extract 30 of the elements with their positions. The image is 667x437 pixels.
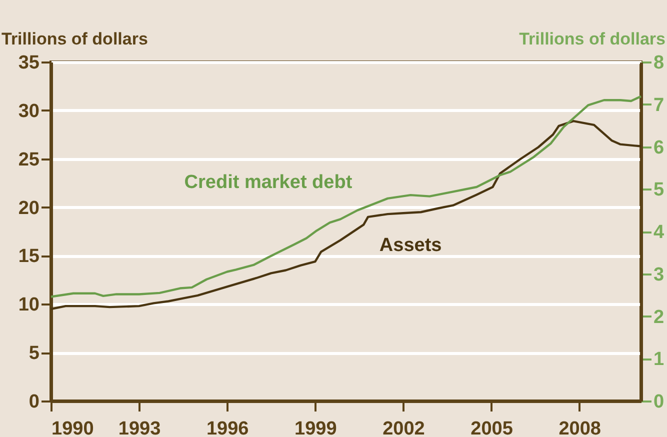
y2-tick-label: 6 [654, 137, 664, 158]
y-tick-label: 10 [18, 294, 40, 316]
series-label: Credit market debt [184, 172, 353, 193]
y-tick-label: 15 [18, 246, 40, 268]
line-series [50, 95, 642, 298]
y2-tick-label: 0 [654, 392, 664, 412]
y-tick-label: 0 [28, 392, 40, 412]
y2-tick-label: 2 [654, 306, 664, 328]
x-tick-label: 2002 [382, 418, 425, 437]
line-series [50, 120, 642, 310]
series-label: Assets [379, 235, 442, 256]
x-tick-label: 1996 [206, 418, 249, 437]
y-tick-label: 20 [18, 198, 40, 219]
y2-tick-label: 4 [654, 222, 664, 243]
y-tick-label: 30 [18, 100, 40, 122]
y-tick-label: 35 [18, 52, 40, 74]
y2-tick-label: 1 [654, 349, 664, 370]
y2-tick-label: 7 [654, 94, 664, 116]
y2-tick-label: 5 [654, 180, 664, 201]
x-tick-label: 1999 [294, 418, 337, 437]
x-tick-label: 2005 [470, 418, 514, 437]
y2-tick-label: 8 [654, 52, 664, 74]
y-tick-label: 25 [18, 149, 40, 170]
x-tick-label: 2008 [558, 418, 601, 437]
y2-axis-title: Trillions of dollars [519, 30, 666, 48]
x-tick-label: 1990 [52, 418, 94, 437]
y-tick-label: 5 [28, 343, 40, 364]
y-axis-title: Trillions of dollars [2, 30, 148, 48]
y2-tick-label: 3 [654, 264, 664, 286]
x-tick-label: 1993 [118, 418, 161, 437]
